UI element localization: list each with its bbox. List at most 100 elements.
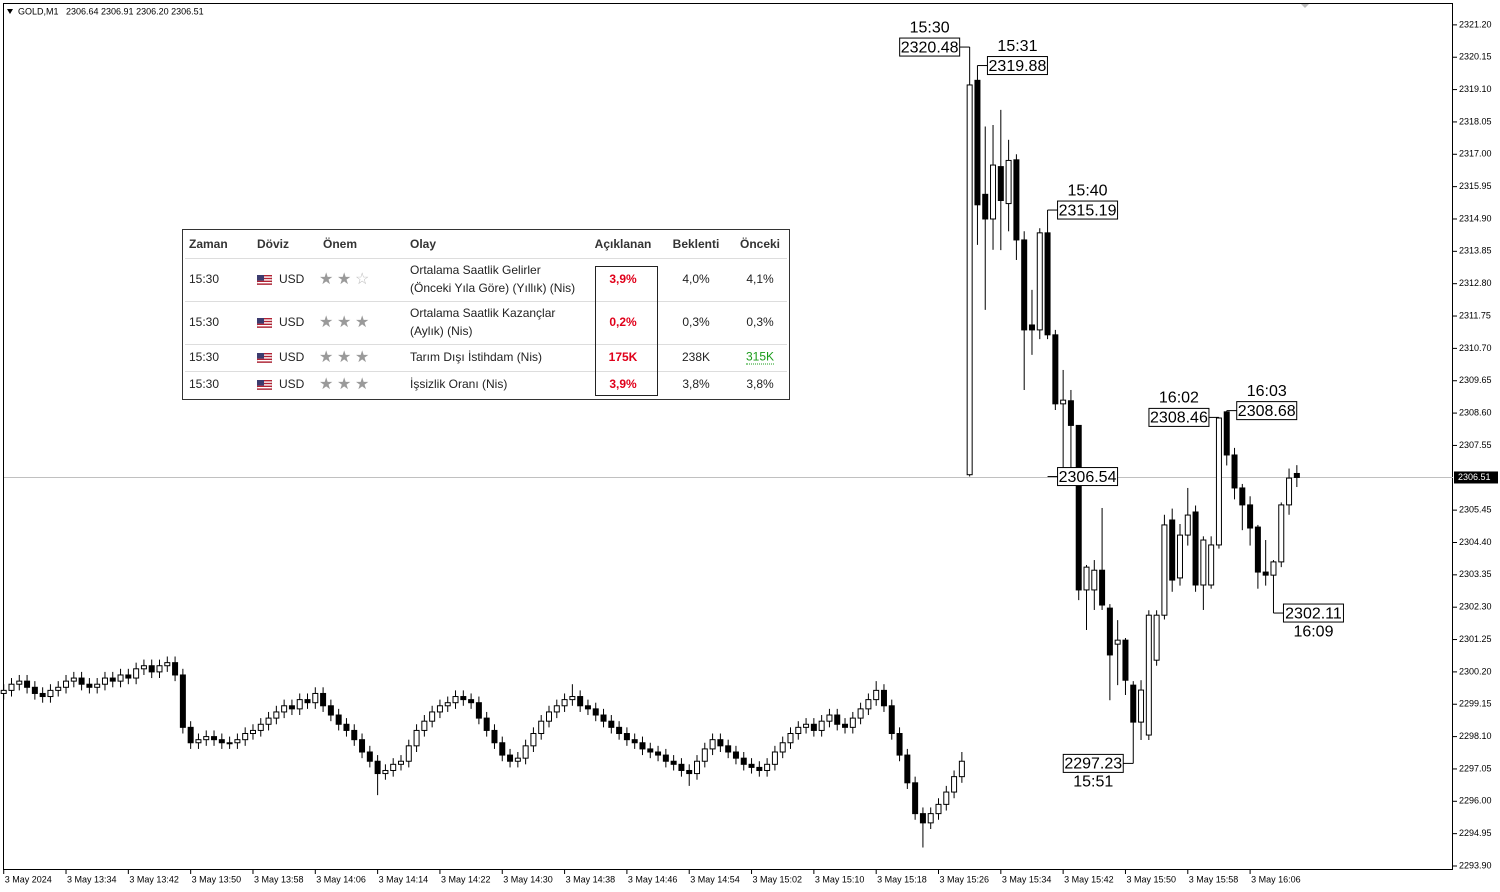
candle-body — [1286, 477, 1293, 506]
candle-body — [8, 683, 15, 691]
flag — [256, 352, 273, 364]
candle-body — [1231, 454, 1238, 489]
candle-body — [771, 751, 778, 765]
candle-body — [748, 763, 755, 768]
menu-arrow[interactable] — [7, 9, 13, 14]
annotation-price: 2302.11 — [1285, 605, 1342, 622]
candle-body — [834, 714, 841, 725]
importance-star: ★ — [355, 349, 370, 366]
y-tick-label: 2321.20 — [1459, 19, 1492, 29]
candle-body — [475, 702, 482, 719]
candle-body — [1060, 399, 1067, 405]
actual: 0,2% — [609, 315, 637, 329]
importance-star: ★ — [319, 314, 334, 331]
column-header: Önceki — [739, 237, 781, 251]
candle-body — [70, 677, 77, 682]
candle-body — [39, 692, 46, 698]
candle-body — [670, 760, 677, 765]
candle-body — [24, 680, 31, 688]
candle-body — [343, 723, 350, 731]
y-tick-label: 2314.90 — [1459, 213, 1492, 223]
candle-body — [109, 677, 116, 682]
y-tick-label: 2303.35 — [1459, 569, 1492, 579]
candle-body — [818, 720, 825, 731]
candle-body — [0, 689, 7, 694]
candle-body — [1106, 607, 1113, 656]
candle-body — [218, 739, 225, 744]
row-separator — [185, 258, 787, 259]
candle-body — [880, 689, 887, 707]
candle-body — [1122, 639, 1129, 681]
candle-body — [281, 705, 288, 713]
candle-body — [592, 708, 599, 716]
candle-body — [211, 736, 218, 741]
candle-body — [530, 733, 537, 747]
candle-body — [86, 683, 93, 688]
importance-star: ☆ — [355, 271, 370, 288]
annotation-price: 2297.23 — [1064, 756, 1122, 773]
candle-body — [436, 705, 443, 713]
candle-body — [491, 729, 498, 744]
candle-body — [1083, 566, 1090, 591]
x-tick-label: 3 May 15:10 — [815, 874, 865, 884]
column-header: Açıklanan — [594, 237, 652, 251]
candle-body — [717, 739, 724, 747]
annotation-price: 2308.46 — [1150, 410, 1208, 427]
candle-body — [397, 760, 404, 765]
candle-body — [468, 699, 475, 704]
candle-body — [569, 696, 576, 701]
candle-body — [94, 683, 101, 688]
candle-body — [195, 739, 202, 744]
candle-body — [966, 84, 973, 476]
candle-body — [179, 674, 186, 728]
event-name: Ortalama Saatlik Kazançlar — [410, 306, 556, 320]
x-tick-label: 3 May 14:54 — [690, 874, 740, 884]
importance-star: ★ — [319, 349, 334, 366]
x-tick-label: 3 May 14:30 — [503, 874, 553, 884]
event-time: 15:30 — [189, 350, 220, 364]
x-tick-label: 3 May 15:50 — [1126, 874, 1176, 884]
candle-body — [101, 677, 108, 685]
y-tick-label: 2320.15 — [1459, 52, 1492, 62]
candle-body — [787, 733, 794, 744]
candle-body — [990, 164, 997, 220]
candle-body — [951, 776, 958, 793]
y-tick-label: 2317.00 — [1459, 149, 1492, 159]
x-tick-label: 3 May 15:42 — [1064, 874, 1114, 884]
y-tick-label: 2298.10 — [1459, 731, 1492, 741]
candle-body — [16, 680, 23, 685]
candle-body — [63, 680, 70, 688]
y-tick-label: 2319.10 — [1459, 84, 1492, 94]
x-tick-label: 3 May 14:38 — [566, 874, 616, 884]
candle-body — [826, 714, 833, 722]
candle-body — [249, 729, 256, 735]
x-tick-label: 3 May 15:58 — [1189, 874, 1239, 884]
x-tick-label: 3 May 13:42 — [129, 874, 179, 884]
annotation-price: 2308.68 — [1238, 403, 1296, 420]
flag — [256, 317, 273, 329]
y-tick-label: 2300.20 — [1459, 666, 1492, 676]
candle-body — [140, 665, 147, 670]
x-tick-label: 3 May 14:22 — [441, 874, 491, 884]
annotation-box — [1148, 407, 1210, 427]
y-tick-label: 2307.55 — [1459, 440, 1492, 450]
column-header: Zaman — [189, 237, 228, 251]
candle-body — [896, 733, 903, 756]
candle-body — [849, 717, 856, 728]
candle-body — [499, 742, 506, 756]
candle-body — [1184, 514, 1191, 536]
candle-body — [795, 726, 802, 735]
y-tick-label: 2318.05 — [1459, 116, 1492, 126]
candle-body — [600, 714, 607, 722]
candle-body — [1247, 504, 1254, 529]
candle-body — [1114, 639, 1121, 645]
event-name: Ortalama Saatlik Gelirler — [410, 263, 541, 277]
y-tick-label: 2299.15 — [1459, 699, 1492, 709]
candle-body — [1161, 524, 1168, 616]
candle-body — [779, 742, 786, 753]
actual-highlight — [595, 266, 658, 396]
candle-body — [1192, 511, 1199, 586]
candle-body — [686, 769, 693, 775]
candle-body — [584, 705, 591, 710]
